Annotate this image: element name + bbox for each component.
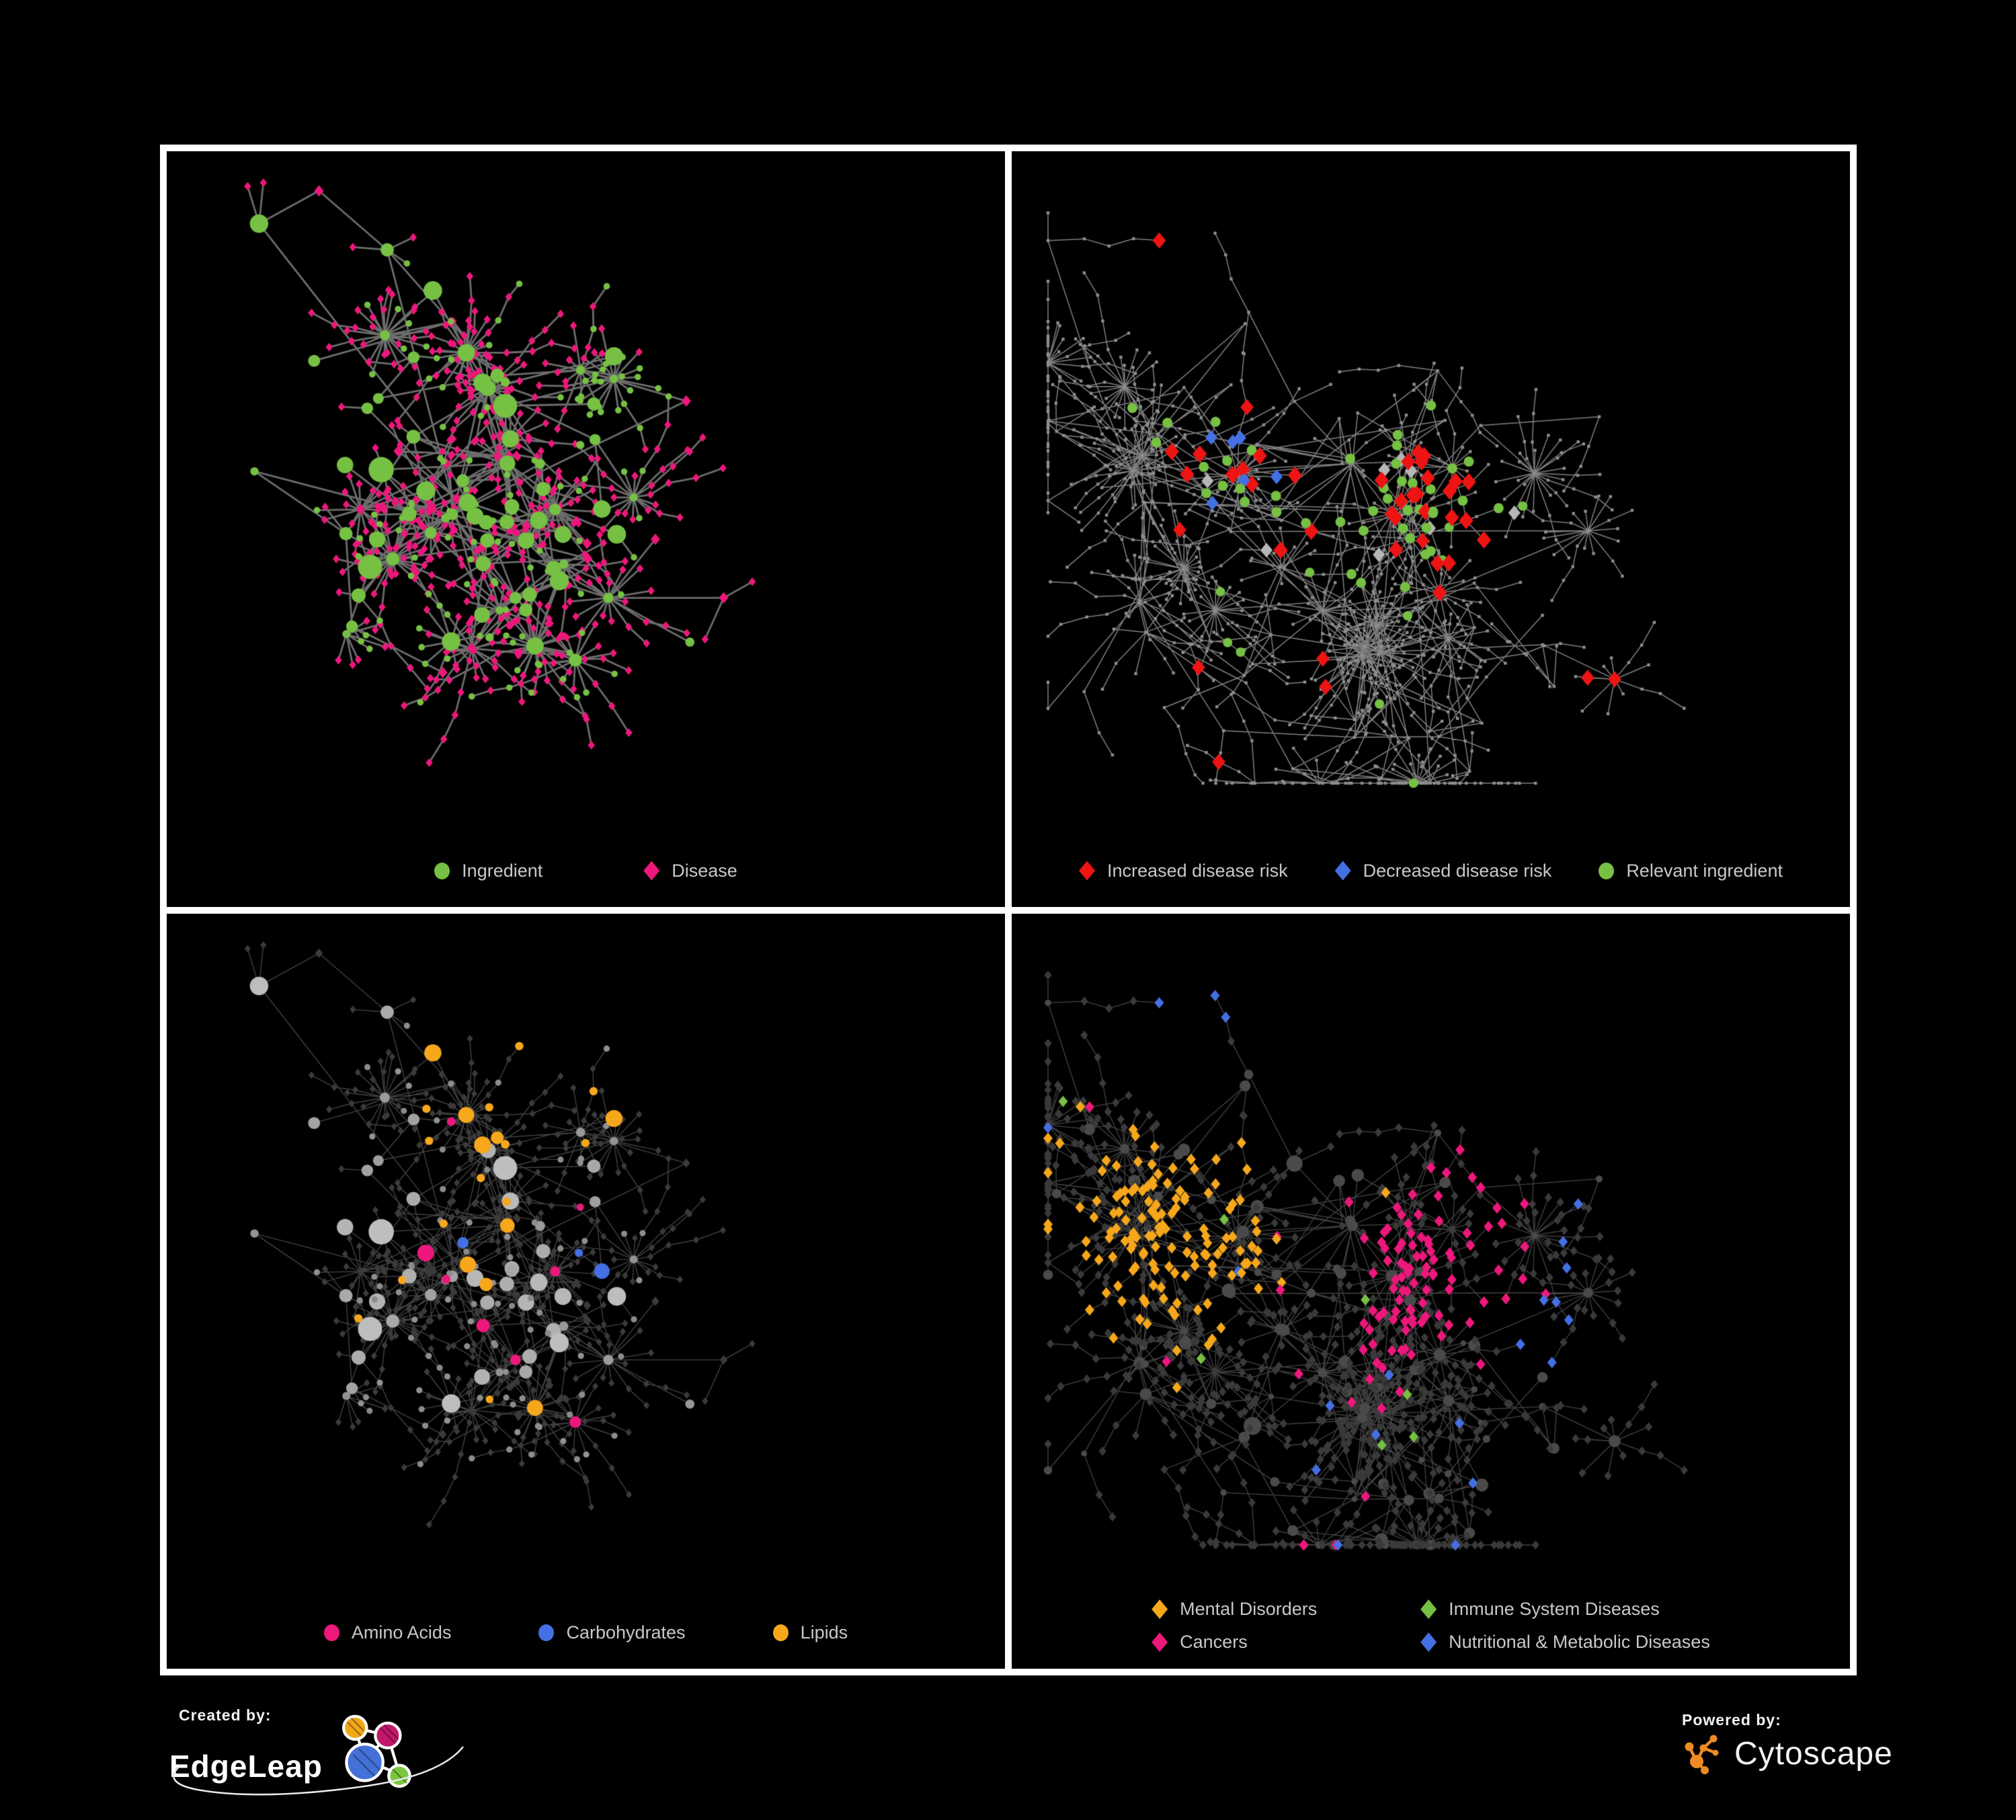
ingredient-disease-network-canvas — [167, 151, 1005, 907]
edgeleap-network-icon — [341, 1714, 411, 1788]
cytoscape-icon — [1685, 1735, 1719, 1774]
legend-disease-risk: Increased disease risk Decreased disease … — [1012, 861, 1850, 881]
diamond-marker-icon — [1420, 1632, 1437, 1652]
disease-classes-network-canvas — [1012, 913, 1850, 1669]
diamond-marker-icon — [1334, 861, 1351, 881]
legend-item: Increased disease risk — [1079, 861, 1288, 881]
legend-label: Cancers — [1180, 1632, 1248, 1652]
diamond-marker-icon — [643, 861, 660, 881]
legend-item: Mental Disorders — [1152, 1599, 1420, 1620]
legend-item: Decreased disease risk — [1334, 860, 1552, 881]
legend-item: Lipids — [772, 1622, 848, 1643]
legend-label: Amino Acids — [351, 1622, 452, 1643]
legend-item: Cancers — [1152, 1632, 1420, 1653]
panel-disease-risk: Increased disease risk Decreased disease … — [1012, 151, 1850, 907]
circle-marker-icon — [323, 1624, 339, 1641]
panel-disease-classes: Mental Disorders Immune System Diseases Ca… — [1012, 913, 1850, 1669]
legend-item: Disease — [643, 861, 737, 881]
edgeleap-wordmark: EdgeLeap — [169, 1748, 323, 1784]
circle-marker-icon — [538, 1624, 555, 1641]
legend-label: Carbohydrates — [566, 1622, 686, 1643]
powered-by-brand: Powered by: Cytoscape — [1682, 1711, 1964, 1775]
legend-item: Relevant ingredient — [1599, 861, 1783, 881]
legend-ingredient-disease: Ingredient Disease — [167, 861, 1005, 881]
legend-label: Disease — [672, 860, 737, 881]
legend-item: Amino Acids — [323, 1622, 452, 1643]
legend-item: Ingredient — [434, 861, 542, 881]
legend-item: Carbohydrates — [538, 1622, 686, 1643]
diamond-marker-icon — [1152, 1599, 1168, 1619]
legend-label: Increased disease risk — [1107, 860, 1288, 881]
panel-nutrient-classes: Amino Acids Carbohydrates Lipids — [167, 913, 1005, 1669]
created-by-brand: Created by: EdgeLeap — [169, 1706, 479, 1807]
nutrient-classes-network-canvas — [167, 913, 1005, 1669]
panel-grid: Ingredient Disease Increased disease risk… — [160, 145, 1857, 1675]
legend-disease-classes: Mental Disorders Immune System Diseases Ca… — [1012, 1599, 1850, 1653]
legend-label: Mental Disorders — [1180, 1599, 1318, 1619]
legend-label: Nutritional & Metabolic Diseases — [1449, 1632, 1710, 1652]
legend-label: Ingredient — [462, 860, 543, 881]
cytoscape-wordmark: Cytoscape — [1734, 1735, 1893, 1772]
created-by-label: Created by: — [179, 1706, 272, 1724]
legend-label: Decreased disease risk — [1363, 860, 1552, 881]
powered-by-label: Powered by: — [1682, 1711, 1781, 1729]
legend-label: Relevant ingredient — [1626, 860, 1783, 881]
diamond-marker-icon — [1079, 861, 1096, 881]
circle-marker-icon — [1599, 862, 1615, 879]
disease-risk-network-canvas — [1012, 151, 1850, 907]
legend-nutrient-classes: Amino Acids Carbohydrates Lipids — [167, 1622, 1005, 1643]
diamond-marker-icon — [1152, 1632, 1168, 1652]
panel-ingredient-disease: Ingredient Disease — [167, 151, 1005, 907]
legend-item: Immune System Diseases — [1420, 1599, 1710, 1620]
diamond-marker-icon — [1420, 1599, 1437, 1619]
legend-item: Nutritional & Metabolic Diseases — [1420, 1632, 1710, 1653]
legend-label: Immune System Diseases — [1449, 1599, 1660, 1619]
circle-marker-icon — [772, 1624, 789, 1641]
legend-label: Lipids — [800, 1622, 848, 1643]
circle-marker-icon — [434, 862, 450, 879]
